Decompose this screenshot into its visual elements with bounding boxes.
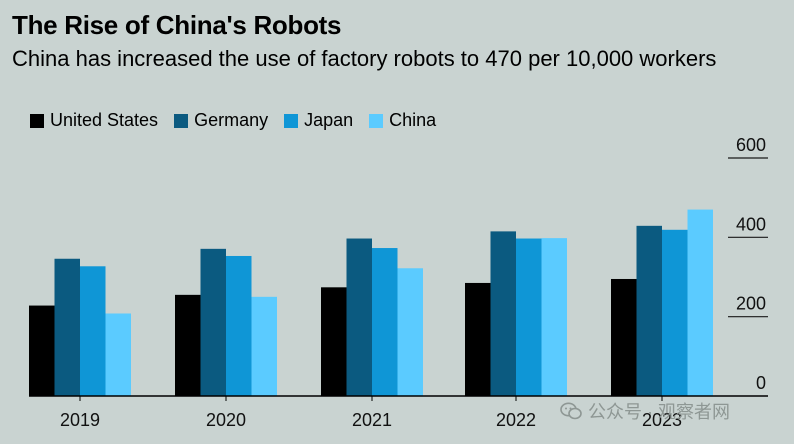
bar-japan-2020 (226, 255, 252, 396)
bar-japan-2023 (662, 229, 688, 396)
legend-swatch-japan (284, 113, 299, 128)
legend: United States Germany Japan China (30, 110, 436, 131)
legend-item-japan: Japan (284, 110, 353, 131)
wechat-icon (560, 402, 582, 420)
bar-united-states-2022 (465, 282, 491, 396)
legend-label-germany: Germany (194, 110, 269, 130)
bar-germany-2019 (54, 258, 80, 396)
bar-united-states-2020 (175, 294, 201, 396)
bar-china-2020 (251, 296, 277, 396)
bar-germany-2021 (346, 238, 372, 396)
bar-united-states-2023 (611, 278, 637, 396)
x-tick-label-2020: 2020 (206, 410, 246, 430)
bar-germany-2023 (636, 225, 662, 396)
bar-china-2021 (397, 268, 423, 396)
watermark-text: 公众号 · 观察者网 (588, 402, 730, 422)
x-tick-label-2022: 2022 (496, 410, 536, 430)
bar-germany-2020 (200, 248, 226, 396)
bar-japan-2022 (516, 238, 542, 396)
bar-japan-2019 (80, 266, 106, 396)
y-tick-label-200: 200 (736, 294, 766, 314)
bar-china-2019 (105, 313, 131, 396)
legend-item-germany: Germany (174, 110, 268, 131)
legend-label-japan: Japan (304, 110, 354, 130)
bar-china-2022 (541, 238, 567, 396)
y-tick-label-400: 400 (736, 214, 766, 234)
y-tick-label-600: 600 (736, 135, 766, 155)
legend-label-china: China (389, 110, 437, 130)
x-tick-label-2019: 2019 (60, 410, 100, 430)
chart-subtitle: China has increased the use of factory r… (12, 46, 717, 71)
legend-item-united-states: United States (30, 110, 158, 131)
chart-title: The Rise of China's Robots (12, 10, 342, 40)
bar-germany-2022 (490, 231, 516, 396)
legend-swatch-united-states (30, 113, 44, 128)
legend-swatch-germany (174, 113, 189, 128)
watermark: 公众号 · 观察者网 (560, 398, 730, 424)
bar-united-states-2021 (321, 287, 347, 396)
legend-item-china: China (369, 110, 436, 131)
x-tick-label-2021: 2021 (352, 410, 392, 430)
x-tick-label-2023: 2023 (642, 410, 682, 430)
bar-china-2023 (687, 209, 713, 396)
legend-label-united-states: United States (50, 110, 159, 130)
bar-united-states-2019 (29, 305, 55, 396)
legend-swatch-china (369, 113, 384, 128)
y-tick-label-0: 0 (756, 373, 766, 393)
bar-japan-2021 (372, 248, 398, 396)
